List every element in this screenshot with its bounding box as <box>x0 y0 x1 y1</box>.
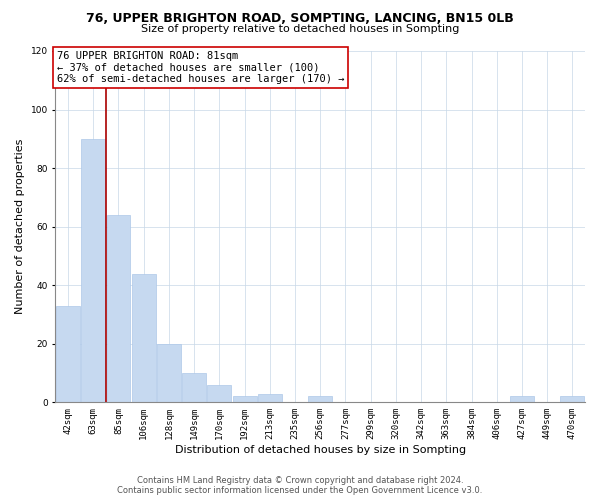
Bar <box>208 385 232 402</box>
Bar <box>132 274 155 402</box>
Bar <box>258 394 282 402</box>
X-axis label: Distribution of detached houses by size in Sompting: Distribution of detached houses by size … <box>175 445 466 455</box>
Bar <box>233 396 257 402</box>
Bar <box>510 396 534 402</box>
Y-axis label: Number of detached properties: Number of detached properties <box>15 139 25 314</box>
Bar <box>157 344 181 403</box>
Bar <box>560 396 584 402</box>
Text: Size of property relative to detached houses in Sompting: Size of property relative to detached ho… <box>141 24 459 34</box>
Text: 76 UPPER BRIGHTON ROAD: 81sqm
← 37% of detached houses are smaller (100)
62% of : 76 UPPER BRIGHTON ROAD: 81sqm ← 37% of d… <box>57 51 344 84</box>
Bar <box>308 396 332 402</box>
Bar <box>107 215 130 402</box>
Text: 76, UPPER BRIGHTON ROAD, SOMPTING, LANCING, BN15 0LB: 76, UPPER BRIGHTON ROAD, SOMPTING, LANCI… <box>86 12 514 26</box>
Bar <box>81 139 105 402</box>
Text: Contains HM Land Registry data © Crown copyright and database right 2024.
Contai: Contains HM Land Registry data © Crown c… <box>118 476 482 495</box>
Bar <box>56 306 80 402</box>
Bar <box>182 373 206 402</box>
